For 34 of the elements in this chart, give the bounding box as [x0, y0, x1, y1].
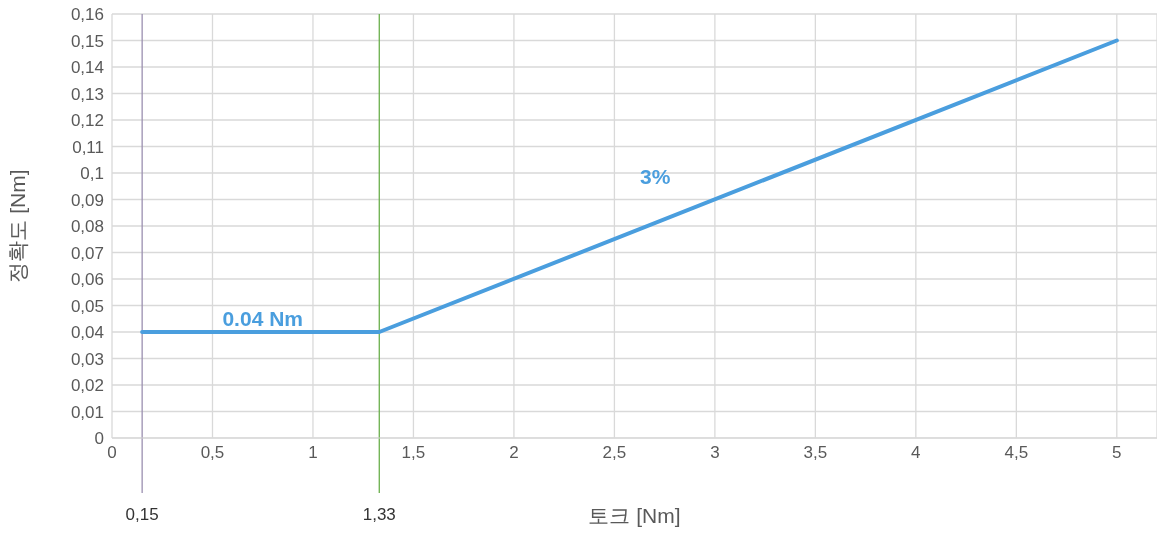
y-tick-label: 0,09: [70, 190, 104, 210]
x-tick-label: 0: [107, 443, 117, 463]
x-tick-label: 1: [308, 443, 318, 463]
y-tick-label: 0,07: [70, 243, 104, 263]
y-tick-label: 0,12: [70, 111, 104, 131]
x-tick-label: 1,5: [401, 443, 426, 463]
annotation: 3%: [640, 165, 671, 189]
y-tick-label: 0,08: [70, 217, 104, 237]
ref-line-label: 1,33: [362, 505, 396, 524]
y-axis-title: 정확도 [Nm]: [6, 169, 30, 283]
y-tick-label: 0,15: [70, 31, 104, 51]
x-tick-label: 2,5: [602, 443, 627, 463]
x-tick-label: 5: [1112, 443, 1122, 463]
y-tick-label: 0,06: [70, 270, 104, 290]
x-tick-label: 4,5: [1004, 443, 1029, 463]
ref-line-label: 0,15: [125, 505, 159, 524]
annotation: 0.04 Nm: [222, 307, 303, 330]
y-tick-label: 0,01: [70, 402, 104, 422]
x-tick-label: 3: [710, 443, 720, 463]
x-tick-label: 4: [911, 443, 921, 463]
y-tick-label: 0: [94, 429, 104, 449]
y-tick-label: 0,14: [70, 58, 104, 78]
y-tick-label: 0,05: [70, 296, 104, 316]
y-tick-label: 0,16: [70, 5, 104, 25]
y-tick-label: 0,02: [70, 376, 104, 396]
x-tick-label: 0,5: [200, 443, 225, 463]
y-tick-label: 0,13: [70, 84, 104, 104]
y-tick-label: 0,04: [70, 323, 104, 343]
x-tick-label: 2: [509, 443, 519, 463]
y-tick-label: 0,1: [80, 164, 104, 184]
x-tick-label: 3,5: [803, 443, 828, 463]
y-tick-label: 0,11: [72, 137, 104, 157]
y-tick-label: 0,03: [70, 349, 104, 369]
x-axis-title: 토크 [Nm]: [588, 504, 681, 527]
